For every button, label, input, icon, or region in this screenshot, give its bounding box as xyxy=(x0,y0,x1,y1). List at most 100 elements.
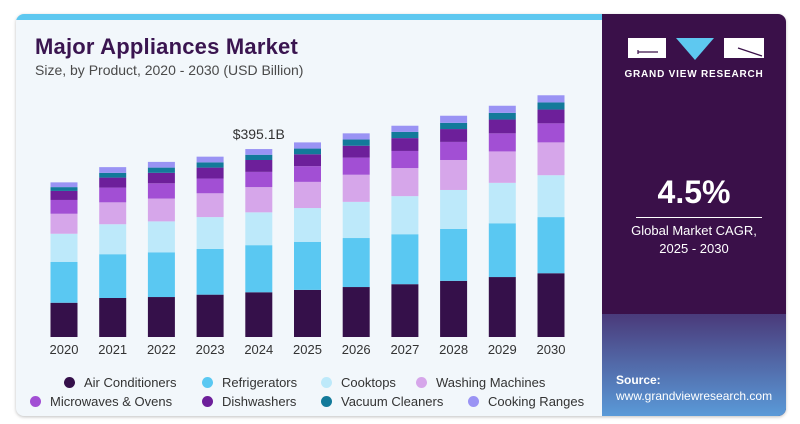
bar-segment-cooking-ranges-2027 xyxy=(391,125,419,132)
legend-item: Refrigerators xyxy=(202,375,297,390)
bar-segment-cooktops-2020 xyxy=(50,233,78,262)
legend-swatch-icon xyxy=(416,377,427,388)
bar-segment-refrigerators-2022 xyxy=(147,252,175,298)
x-tick-label: 2025 xyxy=(293,342,322,357)
bar-segment-dishwashers-2026 xyxy=(342,145,370,158)
legend-label: Cooktops xyxy=(341,375,396,390)
legend-item: Washing Machines xyxy=(416,375,545,390)
x-tick-label: 2020 xyxy=(50,342,79,357)
bar-segment-microwaves-ovens-2022 xyxy=(147,183,175,199)
bar-segment-cooktops-2029 xyxy=(488,182,516,224)
bar-segment-washing-machines-2030 xyxy=(537,142,565,176)
bar-segment-washing-machines-2021 xyxy=(99,202,127,225)
bar-segment-vacuum-cleaners-2027 xyxy=(391,131,419,139)
bar-segment-vacuum-cleaners-2022 xyxy=(147,167,175,173)
bar-segment-cooktops-2026 xyxy=(342,201,370,239)
bar-segment-cooking-ranges-2023 xyxy=(196,156,224,163)
bar-segment-cooking-ranges-2029 xyxy=(488,105,516,113)
bar-segment-cooking-ranges-2028 xyxy=(440,115,468,123)
bar-segment-vacuum-cleaners-2024 xyxy=(245,154,273,160)
bar-segment-air-conditioners-2027 xyxy=(391,284,419,337)
bar-segment-refrigerators-2025 xyxy=(294,241,321,290)
legend-item: Vacuum Cleaners xyxy=(321,394,443,409)
accent-bar xyxy=(16,14,616,20)
cagr-label-line1: Global Market CAGR, xyxy=(631,223,757,238)
source-label: Source: xyxy=(616,373,661,387)
bar-segment-refrigerators-2023 xyxy=(196,248,224,295)
bar-segment-cooktops-2024 xyxy=(245,212,273,246)
legend-swatch-icon xyxy=(468,396,479,407)
legend-swatch-icon xyxy=(202,377,213,388)
bar-segment-vacuum-cleaners-2025 xyxy=(294,148,321,155)
gvr-logo-icon xyxy=(628,38,764,60)
x-tick-label: 2027 xyxy=(390,342,419,357)
bar-segment-refrigerators-2020 xyxy=(50,261,78,303)
bar-segment-dishwashers-2025 xyxy=(294,154,321,167)
bar-segment-dishwashers-2028 xyxy=(440,129,468,142)
stacked-bar-chart: 2020 2021 2022 2023 2024 $395.1B 2025 2026 2027 2… xyxy=(50,95,566,357)
bar-segment-microwaves-ovens-2028 xyxy=(440,141,468,160)
side-panel: GRAND VIEW RESEARCH 4.5% Global Market C… xyxy=(602,14,786,416)
bar-segment-vacuum-cleaners-2026 xyxy=(342,139,370,146)
bar-segment-refrigerators-2021 xyxy=(99,254,127,298)
infographic-card: Major Appliances Market Size, by Product… xyxy=(16,14,786,416)
bar-segment-microwaves-ovens-2025 xyxy=(294,166,321,182)
legend-label: Air Conditioners xyxy=(84,375,177,390)
x-tick-label: 2029 xyxy=(488,342,517,357)
brand-name: GRAND VIEW RESEARCH xyxy=(624,69,764,80)
bar-segment-dishwashers-2030 xyxy=(537,109,565,124)
bar-segment-microwaves-ovens-2024 xyxy=(245,171,273,188)
bar-segment-dishwashers-2027 xyxy=(391,138,419,151)
bar-segment-air-conditioners-2029 xyxy=(488,277,516,337)
x-tick-label: 2028 xyxy=(439,342,468,357)
source-url[interactable]: www.grandviewresearch.com xyxy=(616,389,773,403)
bar-segment-dishwashers-2022 xyxy=(147,172,175,184)
chart-legend: Air Conditioners Refrigerators Cooktops Was… xyxy=(16,366,606,416)
bar-segment-vacuum-cleaners-2020 xyxy=(50,187,78,191)
bar-segment-washing-machines-2024 xyxy=(245,187,273,213)
legend-label: Microwaves & Ovens xyxy=(50,394,173,409)
bar-segment-cooktops-2023 xyxy=(196,217,224,249)
bar-segment-microwaves-ovens-2027 xyxy=(391,150,419,169)
bar-segment-dishwashers-2029 xyxy=(488,119,516,134)
legend-swatch-icon xyxy=(64,377,75,388)
divider xyxy=(636,217,762,218)
bar-segment-air-conditioners-2025 xyxy=(294,289,321,337)
bar-segment-microwaves-ovens-2030 xyxy=(537,123,565,143)
legend-label: Washing Machines xyxy=(436,375,546,390)
bar-segment-refrigerators-2028 xyxy=(440,228,468,281)
legend-label: Refrigerators xyxy=(222,375,298,390)
legend-swatch-icon xyxy=(321,396,332,407)
legend-item: Dishwashers xyxy=(202,394,296,409)
data-label: $395.1B xyxy=(233,126,285,142)
bar-segment-cooking-ranges-2030 xyxy=(537,95,565,103)
bar-segment-cooktops-2028 xyxy=(440,189,468,229)
bar-segment-cooktops-2021 xyxy=(99,224,127,255)
bar-segment-vacuum-cleaners-2028 xyxy=(440,122,468,130)
bar-segment-washing-machines-2022 xyxy=(147,198,175,222)
bar-segment-microwaves-ovens-2029 xyxy=(488,133,516,152)
bar-segment-washing-machines-2029 xyxy=(488,151,516,183)
bar-segment-cooking-ranges-2022 xyxy=(147,161,175,168)
bar-segment-air-conditioners-2024 xyxy=(245,292,273,337)
bar-segment-vacuum-cleaners-2023 xyxy=(196,162,224,168)
bar-segment-microwaves-ovens-2021 xyxy=(99,187,127,203)
bar-segment-air-conditioners-2023 xyxy=(196,294,224,337)
bar-segment-cooktops-2022 xyxy=(147,221,175,253)
legend-label: Dishwashers xyxy=(222,394,297,409)
bar-segment-cooktops-2030 xyxy=(537,175,565,218)
cagr-value: 4.5% xyxy=(657,174,731,210)
bar-segment-air-conditioners-2030 xyxy=(537,273,565,337)
legend-item: Cooking Ranges xyxy=(468,394,584,409)
bar-segment-refrigerators-2026 xyxy=(342,238,370,288)
bar-segment-air-conditioners-2022 xyxy=(147,297,175,337)
legend-swatch-icon xyxy=(30,396,41,407)
bar-segment-cooking-ranges-2024 xyxy=(245,149,273,155)
x-tick-label: 2030 xyxy=(537,342,566,357)
bar-segment-cooking-ranges-2025 xyxy=(294,142,321,149)
bar-segment-microwaves-ovens-2026 xyxy=(342,157,370,175)
bar-segment-cooktops-2025 xyxy=(294,208,321,242)
cagr-label-line2: 2025 - 2030 xyxy=(659,241,729,256)
grid-backdrop xyxy=(602,314,786,416)
bar-segment-air-conditioners-2020 xyxy=(50,302,78,337)
